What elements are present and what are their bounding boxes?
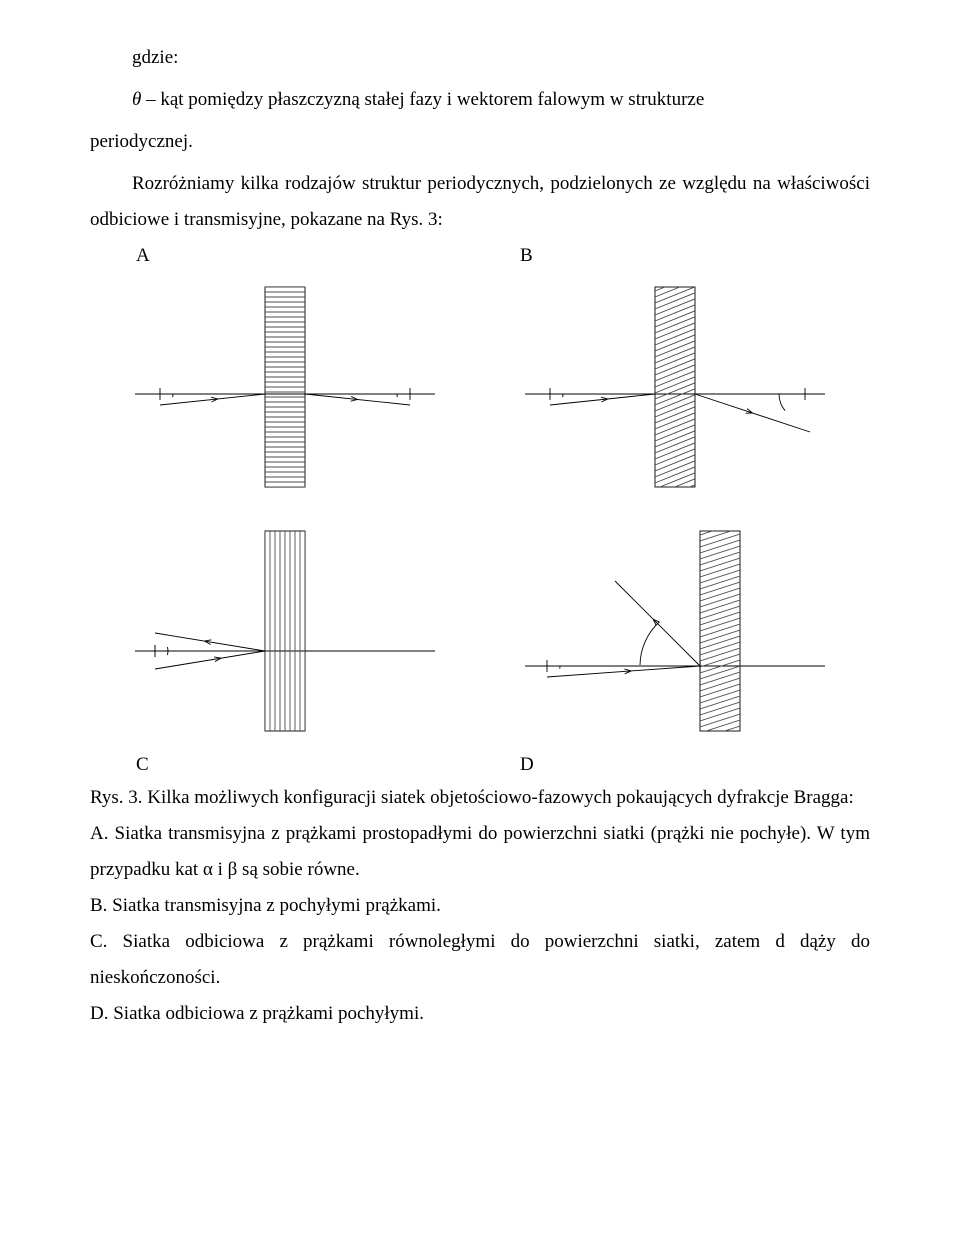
figure-B xyxy=(480,277,870,497)
theta-text: – kąt pomiędzy płaszczyzną stałej fazy i… xyxy=(146,89,704,110)
legend-C: C. Siatka odbiciowa z prążkami równoległ… xyxy=(90,924,870,996)
label-B: B xyxy=(480,244,864,269)
intro-theta: θ – kąt pomiędzy płaszczyzną stałej fazy… xyxy=(90,82,870,118)
intro-theta-2: periodycznej. xyxy=(90,124,870,160)
label-D: D xyxy=(480,753,864,778)
legend-D: D. Siatka odbiciowa z prążkami pochyłymi… xyxy=(90,996,870,1032)
intro-sentence2: Rozróżniamy kilka rodzajów struktur peri… xyxy=(90,166,870,238)
legend-B: B. Siatka transmisyjna z pochyłymi prążk… xyxy=(90,888,870,924)
figure-D xyxy=(480,521,870,741)
label-C: C xyxy=(96,753,480,778)
label-A: A xyxy=(96,244,480,269)
figure-A xyxy=(90,277,480,497)
intro-gdzie: gdzie: xyxy=(90,40,870,76)
legend-A: A. Siatka transmisyjna z prążkami prosto… xyxy=(90,816,870,888)
legend-title: Rys. 3. Kilka możliwych konfiguracji sia… xyxy=(90,780,870,816)
figure-C xyxy=(90,521,480,741)
theta-symbol: θ xyxy=(132,89,141,110)
